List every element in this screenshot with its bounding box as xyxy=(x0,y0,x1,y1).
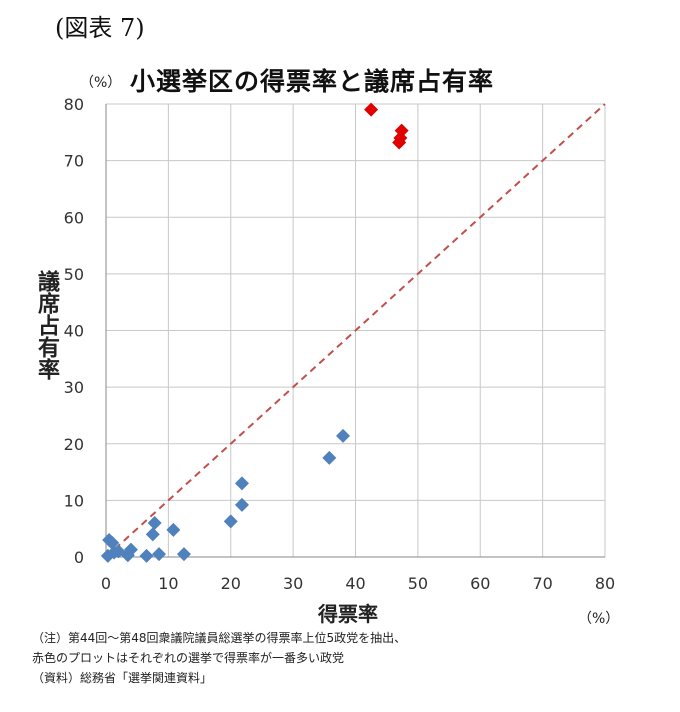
y-tick-label: 30 xyxy=(64,378,84,397)
x-unit-label: （%） xyxy=(578,611,620,627)
y-tick-label: 60 xyxy=(64,208,84,227)
party-point xyxy=(123,542,138,557)
y-tick-label: 70 xyxy=(64,152,84,171)
figure-label: (図表 7) xyxy=(55,14,145,42)
party-point xyxy=(322,450,337,465)
party-point xyxy=(166,522,181,537)
x-tick-label: 10 xyxy=(158,574,178,593)
data-points xyxy=(100,102,409,563)
party-point xyxy=(234,497,249,512)
chart-title: 小選挙区の得票率と議席占有率 xyxy=(130,67,495,96)
y-axis-label: 議席占有率 xyxy=(34,270,59,380)
y-unit-label: （%） xyxy=(80,75,122,91)
x-tick-label: 60 xyxy=(470,574,490,593)
x-tick-label: 80 xyxy=(595,574,615,593)
y-tick-label: 0 xyxy=(74,548,84,567)
y-tick-label: 20 xyxy=(64,435,84,454)
notes: （注）第44回～第48回衆議院議員総選挙の得票率上位5政党を抽出、 赤色のプロッ… xyxy=(32,628,406,688)
x-tick-label: 40 xyxy=(345,574,365,593)
x-tick-label: 0 xyxy=(101,574,111,593)
party-point xyxy=(223,514,238,529)
top-party-point xyxy=(364,102,379,117)
party-point xyxy=(145,527,160,542)
y-tick-label: 40 xyxy=(64,322,84,341)
party-point xyxy=(147,516,162,531)
note-line-1: （注）第44回～第48回衆議院議員総選挙の得票率上位5政党を抽出、 xyxy=(32,631,407,645)
tick-labels: 0 10 20 30 40 50 60 70 80 0 10 20 30 40 50 60 70 80 xyxy=(64,95,616,593)
axes xyxy=(105,104,605,558)
party-point xyxy=(336,428,351,443)
note-line-2: 赤色のプロットはそれぞれの選挙で得票率が一番多い政党 xyxy=(32,651,345,665)
y-tick-label: 10 xyxy=(64,491,84,510)
party-point xyxy=(176,547,191,562)
x-axis-label: 得票率 xyxy=(318,602,378,626)
party-point xyxy=(152,547,167,562)
x-tick-label: 70 xyxy=(532,574,552,593)
x-tick-label: 30 xyxy=(283,574,303,593)
y-tick-label: 50 xyxy=(64,265,84,284)
diagonal-reference-line xyxy=(105,103,606,558)
top-party-point xyxy=(394,123,409,138)
y-tick-label: 80 xyxy=(64,95,84,114)
party-point xyxy=(139,548,154,563)
x-tick-label: 20 xyxy=(221,574,241,593)
party-point xyxy=(234,476,249,491)
note-line-3: （資料）総務省「選挙関連資料」 xyxy=(32,671,213,685)
reference-line xyxy=(105,103,606,558)
x-tick-label: 50 xyxy=(408,574,428,593)
party-point xyxy=(105,535,120,550)
